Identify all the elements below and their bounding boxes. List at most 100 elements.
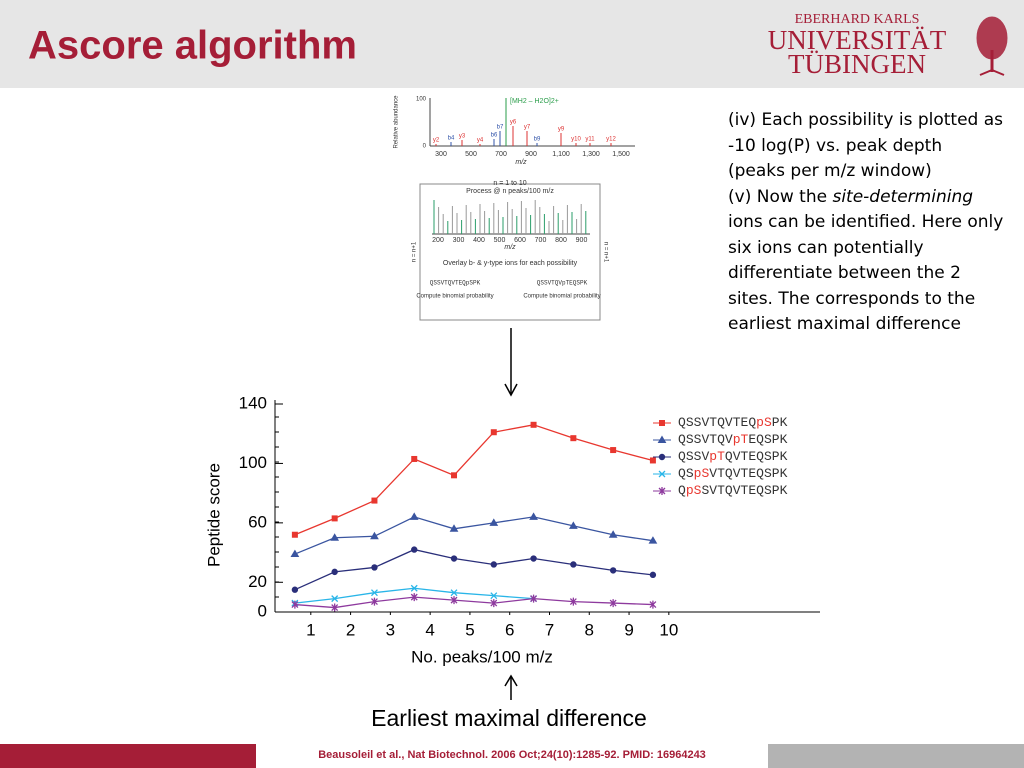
marker xyxy=(658,487,666,495)
marker xyxy=(411,455,418,462)
marker xyxy=(529,512,538,520)
figure-label: 900 xyxy=(525,151,537,158)
marker xyxy=(490,429,497,436)
figure-label: [MH2 – H2O]2+ xyxy=(510,98,559,105)
figure-label: Compute binomial probability xyxy=(416,294,493,300)
marker xyxy=(450,589,458,597)
figure-label: b4 xyxy=(448,136,455,142)
marker xyxy=(331,603,339,612)
figure-label: b6 xyxy=(491,133,498,139)
notes: (iv) Each possibility is plotted as -10 … xyxy=(728,108,1004,338)
marker xyxy=(658,453,666,461)
x-tick-label: 9 xyxy=(624,620,633,639)
figure-label: 600 xyxy=(514,237,526,244)
marker xyxy=(649,600,657,609)
logo-tree xyxy=(976,16,1008,76)
figure-label: 100 xyxy=(416,97,427,103)
marker xyxy=(331,568,338,576)
marker xyxy=(608,530,618,538)
y-tick-label: 140 xyxy=(239,393,267,412)
x-tick-label: 7 xyxy=(545,620,554,639)
x-tick-label: 4 xyxy=(425,620,434,639)
figure-label: 500 xyxy=(465,151,477,158)
marker xyxy=(568,521,578,529)
marker xyxy=(609,567,617,574)
x-tick-label: 10 xyxy=(659,620,678,639)
y-tick-label: 60 xyxy=(248,512,267,531)
marker xyxy=(450,555,458,562)
marker xyxy=(659,420,665,426)
logo-line: TÜBINGEN xyxy=(788,49,926,79)
figure-label: 1,300 xyxy=(582,151,600,158)
figure-label: 800 xyxy=(555,237,567,244)
figure-label: Compute binomial probability xyxy=(523,294,600,300)
figure-label: y7 xyxy=(524,125,531,131)
marker xyxy=(569,597,577,606)
footer-bar xyxy=(768,744,1024,768)
y-tick-label: 20 xyxy=(248,572,267,591)
marker xyxy=(370,589,378,597)
x-tick-label: 6 xyxy=(505,620,514,639)
figure-label: y3 xyxy=(459,134,466,140)
figure-label: 300 xyxy=(435,151,447,158)
marker xyxy=(490,599,498,608)
text-run: (iv) Each possibility is plotted as -10 … xyxy=(728,110,1004,181)
text-run: ions can be identified. Here only six io… xyxy=(728,212,1004,334)
marker xyxy=(291,586,299,593)
figure-label: m/z xyxy=(504,244,516,251)
marker xyxy=(371,564,378,571)
figure-label: Process @ n peaks/100 m/z xyxy=(466,188,554,195)
marker xyxy=(331,515,338,522)
marker xyxy=(370,597,378,606)
figure-label: 0 xyxy=(423,144,427,150)
figure-label: QSSVTQVpTEQSPK xyxy=(537,280,588,287)
figure-label: y12 xyxy=(606,137,616,143)
figure-label: y4 xyxy=(477,138,484,144)
series-line xyxy=(294,548,653,591)
figure-label: 300 xyxy=(453,237,465,244)
logo-line: UNIVERSITÄT xyxy=(768,25,947,55)
figure-label: y11 xyxy=(585,137,595,143)
marker xyxy=(649,571,657,579)
marker xyxy=(570,561,577,568)
marker xyxy=(409,512,419,520)
slide-title: Ascore algorithm xyxy=(28,24,357,68)
figure-label: 1,100 xyxy=(552,151,570,158)
series-line xyxy=(294,424,654,536)
marker xyxy=(371,497,378,504)
series-line xyxy=(294,516,654,555)
marker xyxy=(451,472,458,479)
marker xyxy=(648,536,658,544)
figure-label: n = n+1 xyxy=(602,242,608,263)
figure-label: 400 xyxy=(473,237,485,244)
figure-label: y10 xyxy=(571,137,581,143)
marker xyxy=(649,457,656,464)
figure-label: 1,500 xyxy=(612,151,630,158)
figure-label: y6 xyxy=(510,120,517,126)
x-tick-label: 1 xyxy=(306,620,315,639)
figure-label: 700 xyxy=(535,237,547,244)
figure-label: QSSVTQVTEQpSPK xyxy=(430,280,481,287)
footer-bar xyxy=(0,744,256,768)
x-tick-label: 3 xyxy=(386,620,395,639)
series-line xyxy=(294,596,653,609)
figure-label: m/z xyxy=(515,159,527,166)
marker xyxy=(330,533,340,541)
marker xyxy=(490,592,498,600)
marker xyxy=(570,435,577,442)
loop-box xyxy=(419,183,601,321)
legend-label: QSpSVTQVTEQSPK xyxy=(678,466,788,481)
marker xyxy=(410,593,418,602)
text-run: site-determining xyxy=(832,186,974,207)
y-tick-label: 100 xyxy=(239,453,267,472)
marker xyxy=(657,435,667,443)
marker xyxy=(530,421,537,428)
text-run: (v) Now the xyxy=(728,186,833,207)
marker xyxy=(609,599,617,608)
figure-label: 200 xyxy=(432,237,444,244)
figure-label: Relative abundance xyxy=(394,95,400,149)
marker xyxy=(410,584,418,592)
marker xyxy=(449,524,459,532)
marker xyxy=(490,561,497,568)
